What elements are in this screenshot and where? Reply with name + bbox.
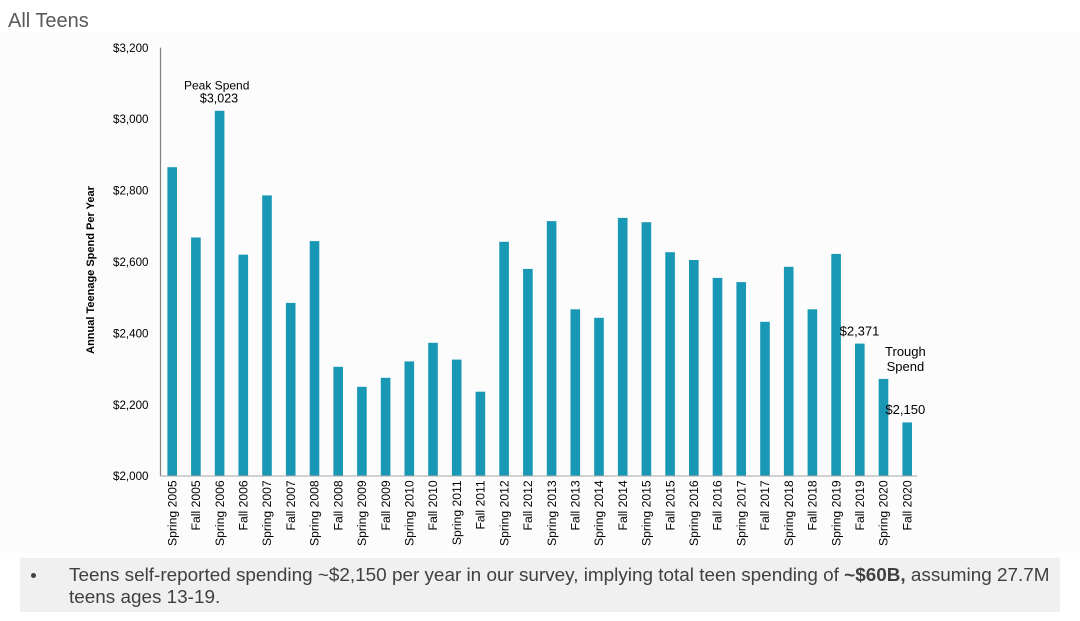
svg-text:Spring 2005: Spring 2005 [165,480,179,546]
svg-text:Fall 2017: Fall 2017 [758,480,772,530]
svg-text:Fall 2020: Fall 2020 [900,480,914,530]
svg-text:Fall 2013: Fall 2013 [569,480,583,530]
svg-text:Peak Spend: Peak Spend [184,79,249,93]
svg-text:Spend: Spend [887,359,925,374]
svg-text:Trough: Trough [885,344,926,359]
svg-text:Spring 2007: Spring 2007 [260,480,274,546]
svg-text:Spring 2014: Spring 2014 [592,480,606,546]
svg-text:Fall 2007: Fall 2007 [284,480,298,530]
svg-text:Fall 2005: Fall 2005 [189,480,203,530]
svg-text:Fall 2008: Fall 2008 [331,480,345,530]
svg-text:Fall 2009: Fall 2009 [379,480,393,530]
svg-text:Fall 2011: Fall 2011 [474,480,488,529]
svg-text:Spring 2011: Spring 2011 [450,480,464,545]
svg-text:$2,150: $2,150 [885,402,925,417]
svg-text:Spring 2012: Spring 2012 [497,480,511,546]
svg-text:Annual Teenage Spend Per Year: Annual Teenage Spend Per Year [85,185,97,353]
svg-text:Fall 2016: Fall 2016 [711,480,725,530]
svg-text:$2,600: $2,600 [113,256,148,269]
svg-text:Fall 2014: Fall 2014 [616,480,630,530]
svg-text:Spring 2016: Spring 2016 [687,480,701,546]
svg-text:$2,800: $2,800 [113,185,148,198]
svg-text:Spring 2017: Spring 2017 [734,480,748,546]
svg-text:Spring 2006: Spring 2006 [213,480,227,546]
svg-text:Spring 2009: Spring 2009 [355,480,369,546]
svg-text:Fall 2019: Fall 2019 [853,480,867,530]
svg-text:Fall 2012: Fall 2012 [521,480,535,530]
svg-text:$3,200: $3,200 [113,42,148,55]
svg-text:Spring 2020: Spring 2020 [877,480,891,546]
svg-text:Fall 2006: Fall 2006 [237,480,251,530]
svg-text:$2,200: $2,200 [113,399,148,412]
svg-text:Spring 2019: Spring 2019 [829,480,843,546]
svg-text:Fall 2010: Fall 2010 [426,480,440,530]
svg-text:Spring 2010: Spring 2010 [403,480,417,546]
svg-text:$3,023: $3,023 [200,91,238,105]
svg-text:Spring 2018: Spring 2018 [782,480,796,546]
svg-text:Spring 2013: Spring 2013 [545,480,559,546]
svg-text:$3,000: $3,000 [113,113,148,126]
svg-text:Spring 2008: Spring 2008 [308,480,322,546]
svg-text:$2,371: $2,371 [840,323,880,338]
svg-text:$2,400: $2,400 [113,327,148,340]
svg-text:Fall 2015: Fall 2015 [663,480,677,530]
svg-text:$2,000: $2,000 [113,470,148,483]
svg-text:Spring 2015: Spring 2015 [640,480,654,546]
svg-text:Fall 2018: Fall 2018 [806,480,820,530]
